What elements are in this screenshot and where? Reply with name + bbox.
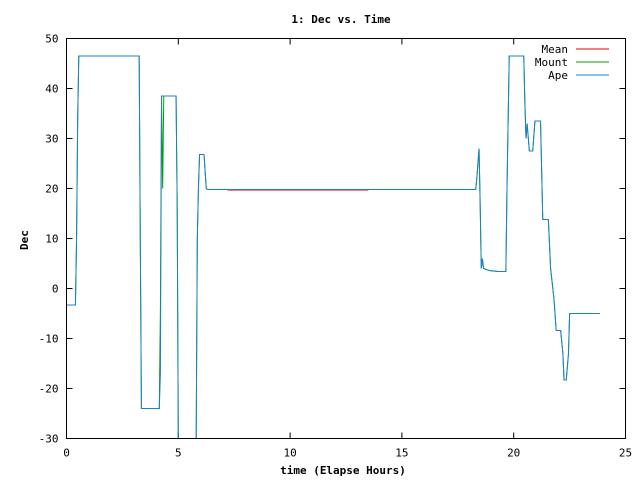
y-axis-label: Dec [18, 230, 31, 250]
x-axis-label: time (Elapse Hours) [280, 464, 406, 477]
x-tick-label: 10 [283, 447, 296, 460]
legend-label-ape: Ape [548, 69, 568, 82]
y-axis: 50 40 30 20 10 0 -10 -20 -30 [39, 33, 626, 446]
x-tick-label: 20 [507, 447, 520, 460]
x-axis: 0 5 10 15 20 25 [63, 38, 632, 460]
y-tick-label: -20 [39, 383, 59, 396]
x-tick-label: 15 [395, 447, 408, 460]
y-tick-label: 20 [45, 183, 58, 196]
x-tick-label: 5 [175, 447, 182, 460]
y-tick-label: 40 [45, 83, 58, 96]
legend-label-mount: Mount [535, 56, 568, 69]
y-tick-label: 50 [45, 33, 58, 46]
series-line-mount [66, 55, 600, 439]
y-tick-label: 0 [52, 283, 59, 296]
x-tick-label: 25 [619, 447, 632, 460]
y-tick-label: 10 [45, 233, 58, 246]
plot-frame [66, 38, 626, 439]
plot-series [66, 55, 600, 439]
chart-title: 1: Dec vs. Time [291, 13, 391, 26]
y-tick-label: 30 [45, 133, 58, 146]
series-line-ape [66, 55, 600, 439]
y-tick-label: -30 [39, 433, 59, 446]
legend-label-mean: Mean [542, 43, 569, 56]
y-tick-label: -10 [39, 333, 59, 346]
x-tick-label: 0 [63, 447, 70, 460]
